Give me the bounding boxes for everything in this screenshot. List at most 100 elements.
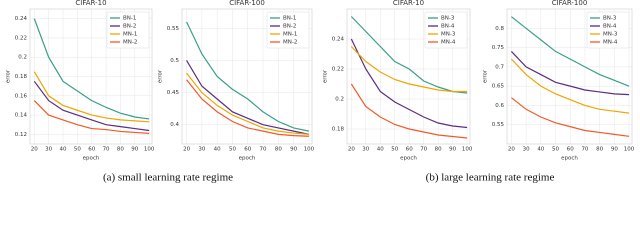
caption: (a) small learning rate regime [103, 172, 233, 184]
x-tick-label: 60 [406, 147, 413, 153]
x-tick-label: 70 [581, 147, 588, 153]
legend-label: MN-2 [283, 40, 297, 46]
legend-label: BN-4 [441, 24, 455, 30]
x-tick-label: 60 [88, 147, 95, 153]
line [186, 21, 310, 132]
x-tick-label: 90 [611, 147, 618, 153]
line [186, 79, 309, 137]
line [186, 60, 310, 135]
legend-box [586, 11, 630, 49]
y-axis-label: error [158, 69, 164, 83]
y-tick-label: 0.7 [495, 64, 504, 70]
x-tick-label: 20 [31, 147, 38, 153]
y-tick-label: 0.6 [495, 103, 504, 109]
y-tick-label: 0.75 [492, 45, 505, 51]
legend-box [106, 11, 150, 49]
legend-label: BN-3 [441, 16, 455, 22]
x-tick-label: 100 [304, 147, 315, 153]
x-tick-label: 20 [183, 147, 190, 153]
x-tick-label: 80 [117, 147, 124, 153]
x-axis-label: epoch [239, 156, 256, 162]
legend-box [266, 11, 310, 49]
caption: (b) large learning rate regime [426, 172, 555, 184]
line [33, 18, 150, 120]
x-tick-label: 90 [131, 147, 138, 153]
x-tick-label: 90 [449, 147, 456, 153]
x-tick-label: 30 [45, 147, 52, 153]
legend-label: BN-3 [603, 16, 617, 22]
x-tick-label: 50 [552, 147, 559, 153]
x-tick-label: 40 [214, 147, 221, 153]
y-tick-label: 0.5 [170, 58, 179, 64]
y-axis-label: error [323, 69, 329, 83]
y-tick-label: 0.55 [492, 122, 505, 128]
x-tick-label: 30 [198, 147, 205, 153]
legend-box [424, 11, 468, 49]
legend-label: MN-2 [123, 40, 137, 46]
y-tick-label: 0.8 [495, 26, 504, 32]
x-tick-label: 70 [420, 147, 427, 153]
y-tick-label: 0.16 [15, 93, 28, 99]
x-tick-label: 20 [508, 147, 515, 153]
legend-label: MN-3 [603, 32, 618, 38]
x-tick-label: 80 [275, 147, 282, 153]
chart-title: CIFAR-10 [393, 0, 424, 7]
y-tick-label: 0.18 [332, 127, 345, 133]
x-tick-label: 30 [523, 147, 530, 153]
x-tick-label: 100 [144, 147, 155, 153]
x-tick-label: 100 [624, 147, 635, 153]
x-tick-label: 20 [348, 147, 355, 153]
y-tick-label: 0.2 [18, 55, 27, 61]
x-tick-label: 60 [244, 147, 251, 153]
line [510, 51, 630, 96]
x-tick-label: 40 [377, 147, 384, 153]
x-axis-label: epoch [561, 156, 578, 162]
line [350, 38, 468, 129]
y-tick-label: 0.14 [15, 113, 28, 119]
y-tick-label: 0.24 [15, 16, 28, 22]
legend-label: MN-1 [123, 32, 137, 38]
line [350, 46, 468, 93]
y-tick-label: 0.18 [15, 74, 28, 80]
y-tick-label: 0.24 [332, 37, 345, 43]
y-tick-label: 0.12 [15, 132, 27, 138]
x-axis-label: epoch [83, 156, 100, 162]
y-axis-label: error [483, 69, 489, 83]
line [33, 71, 150, 123]
x-tick-label: 80 [596, 147, 603, 153]
line [510, 58, 630, 114]
y-tick-label: 0.65 [492, 84, 505, 90]
legend-label: MN-1 [283, 32, 297, 38]
legend-label: MN-3 [441, 32, 456, 38]
x-tick-label: 40 [60, 147, 67, 153]
line [511, 97, 630, 137]
legend-label: BN-2 [283, 24, 296, 30]
x-tick-label: 70 [260, 147, 267, 153]
chart-title: CIFAR-100 [229, 0, 265, 7]
legend-label: BN-2 [123, 24, 136, 30]
x-tick-label: 50 [229, 147, 236, 153]
line [511, 16, 630, 87]
chart-title: CIFAR-10 [75, 0, 106, 7]
x-tick-label: 60 [567, 147, 574, 153]
y-tick-label: 0.22 [15, 35, 27, 41]
y-tick-label: 0.22 [332, 67, 344, 73]
line [350, 16, 468, 94]
legend-label: BN-1 [283, 16, 296, 22]
figure: (a) small learning rate regime (b) large… [6, 0, 635, 184]
y-tick-label: 0.4 [170, 122, 179, 128]
line [186, 72, 309, 135]
x-tick-label: 30 [362, 147, 369, 153]
y-tick-label: 0.55 [167, 26, 180, 32]
legend-label: MN-4 [441, 40, 456, 46]
x-tick-label: 90 [290, 147, 297, 153]
y-tick-label: 0.2 [335, 97, 344, 103]
legend-label: MN-4 [603, 40, 618, 46]
chart-title: CIFAR-100 [552, 0, 588, 7]
legend-label: BN-4 [603, 24, 617, 30]
y-tick-label: 0.45 [167, 90, 180, 96]
x-tick-label: 70 [103, 147, 110, 153]
line [350, 83, 468, 139]
x-axis-label: epoch [400, 156, 417, 162]
x-tick-label: 80 [435, 147, 442, 153]
